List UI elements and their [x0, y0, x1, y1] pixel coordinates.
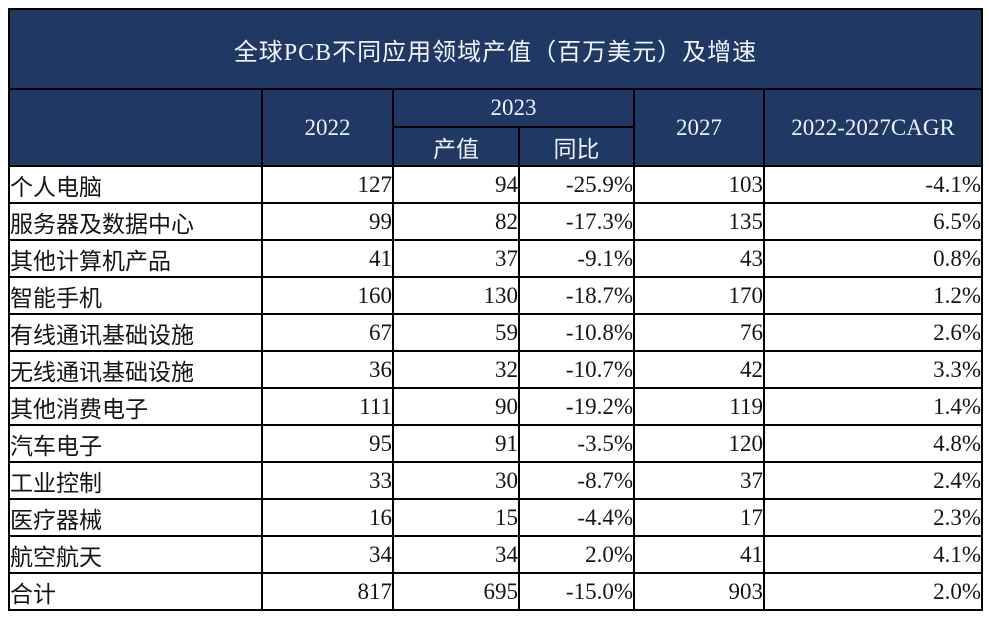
- cell-cagr: 2.4%: [763, 461, 983, 500]
- header-2022: 2022: [261, 88, 394, 167]
- cell-2023-output: 34: [392, 535, 520, 574]
- cell-2022: 67: [261, 313, 394, 352]
- row-label: 航空航天: [8, 535, 263, 574]
- row-label: 其他消费电子: [8, 387, 263, 426]
- table-body: 个人电脑 127 94 -25.9% 103 -4.1% 服务器及数据中心 99…: [8, 165, 983, 611]
- table-row-wired-infra: 有线通讯基础设施 67 59 -10.8% 76 2.6%: [8, 313, 983, 352]
- cell-2023-yoy: -10.7%: [518, 350, 635, 389]
- cell-cagr: 2.3%: [763, 498, 983, 537]
- cell-2023-output: 695: [392, 572, 520, 611]
- cell-2027: 135: [633, 202, 765, 241]
- cell-2023-output: 82: [392, 202, 520, 241]
- header-category: [8, 88, 263, 167]
- cell-cagr: 2.0%: [763, 572, 983, 611]
- cell-2023-yoy: 2.0%: [518, 535, 635, 574]
- cell-2023-yoy: -3.5%: [518, 424, 635, 463]
- cell-2022: 160: [261, 276, 394, 315]
- cell-2027: 42: [633, 350, 765, 389]
- pcb-output-table: 全球PCB不同应用领域产值（百万美元）及增速 2022 2023 2027 20…: [8, 8, 983, 611]
- cell-2023-yoy: -25.9%: [518, 165, 635, 204]
- cell-cagr: 6.5%: [763, 202, 983, 241]
- cell-2023-yoy: -4.4%: [518, 498, 635, 537]
- cell-2027: 37: [633, 461, 765, 500]
- header-2023-yoy: 同比: [518, 126, 635, 167]
- cell-2022: 95: [261, 424, 394, 463]
- cell-2022: 99: [261, 202, 394, 241]
- header-cagr: 2022-2027CAGR: [763, 88, 983, 167]
- cell-2022: 36: [261, 350, 394, 389]
- cell-2027: 903: [633, 572, 765, 611]
- cell-2027: 41: [633, 535, 765, 574]
- cell-2022: 127: [261, 165, 394, 204]
- row-label: 医疗器械: [8, 498, 263, 537]
- cell-2027: 17: [633, 498, 765, 537]
- header-2027: 2027: [633, 88, 765, 167]
- cell-2027: 170: [633, 276, 765, 315]
- row-label: 有线通讯基础设施: [8, 313, 263, 352]
- cell-cagr: -4.1%: [763, 165, 983, 204]
- table-title: 全球PCB不同应用领域产值（百万美元）及增速: [8, 8, 983, 90]
- cell-2023-output: 15: [392, 498, 520, 537]
- cell-2022: 16: [261, 498, 394, 537]
- row-label: 智能手机: [8, 276, 263, 315]
- cell-cagr: 2.6%: [763, 313, 983, 352]
- cell-2022: 41: [261, 239, 394, 278]
- table-row-medical: 医疗器械 16 15 -4.4% 17 2.3%: [8, 498, 983, 537]
- cell-2023-yoy: -15.0%: [518, 572, 635, 611]
- cell-2027: 76: [633, 313, 765, 352]
- cell-cagr: 3.3%: [763, 350, 983, 389]
- row-label: 服务器及数据中心: [8, 202, 263, 241]
- table-row-smartphone: 智能手机 160 130 -18.7% 170 1.2%: [8, 276, 983, 315]
- cell-2023-yoy: -9.1%: [518, 239, 635, 278]
- row-label: 工业控制: [8, 461, 263, 500]
- row-label: 个人电脑: [8, 165, 263, 204]
- table-row-automotive: 汽车电子 95 91 -3.5% 120 4.8%: [8, 424, 983, 463]
- cell-2022: 111: [261, 387, 394, 426]
- cell-cagr: 1.4%: [763, 387, 983, 426]
- cell-2022: 817: [261, 572, 394, 611]
- cell-cagr: 1.2%: [763, 276, 983, 315]
- table-row-industrial: 工业控制 33 30 -8.7% 37 2.4%: [8, 461, 983, 500]
- cell-2022: 33: [261, 461, 394, 500]
- table-row-aerospace: 航空航天 34 34 2.0% 41 4.1%: [8, 535, 983, 574]
- cell-2023-output: 30: [392, 461, 520, 500]
- row-label: 其他计算机产品: [8, 239, 263, 278]
- cell-2023-output: 90: [392, 387, 520, 426]
- row-label: 无线通讯基础设施: [8, 350, 263, 389]
- table-row-pc: 个人电脑 127 94 -25.9% 103 -4.1%: [8, 165, 983, 204]
- cell-2023-output: 94: [392, 165, 520, 204]
- cell-2023-yoy: -17.3%: [518, 202, 635, 241]
- cell-cagr: 0.8%: [763, 239, 983, 278]
- row-label: 合计: [8, 572, 263, 611]
- cell-cagr: 4.8%: [763, 424, 983, 463]
- table-row-other-consumer: 其他消费电子 111 90 -19.2% 119 1.4%: [8, 387, 983, 426]
- title-row: 全球PCB不同应用领域产值（百万美元）及增速: [8, 8, 983, 90]
- cell-2027: 103: [633, 165, 765, 204]
- cell-2023-yoy: -18.7%: [518, 276, 635, 315]
- cell-cagr: 4.1%: [763, 535, 983, 574]
- cell-2023-yoy: -8.7%: [518, 461, 635, 500]
- cell-2027: 119: [633, 387, 765, 426]
- row-label: 汽车电子: [8, 424, 263, 463]
- table-row-total: 合计 817 695 -15.0% 903 2.0%: [8, 572, 983, 611]
- cell-2023-output: 91: [392, 424, 520, 463]
- table-header: 全球PCB不同应用领域产值（百万美元）及增速 2022 2023 2027 20…: [8, 8, 983, 167]
- cell-2023-yoy: -19.2%: [518, 387, 635, 426]
- cell-2023-output: 130: [392, 276, 520, 315]
- header-2023-output: 产值: [392, 126, 520, 167]
- header-row-2: 产值 同比: [9, 126, 982, 167]
- cell-2027: 43: [633, 239, 765, 278]
- cell-2023-yoy: -10.8%: [518, 313, 635, 352]
- table-row-other-computer: 其他计算机产品 41 37 -9.1% 43 0.8%: [8, 239, 983, 278]
- cell-2022: 34: [261, 535, 394, 574]
- table-row-wireless-infra: 无线通讯基础设施 36 32 -10.7% 42 3.3%: [8, 350, 983, 389]
- header-2023: 2023: [392, 88, 635, 128]
- table-row-server-datacenter: 服务器及数据中心 99 82 -17.3% 135 6.5%: [8, 202, 983, 241]
- cell-2023-output: 59: [392, 313, 520, 352]
- cell-2027: 120: [633, 424, 765, 463]
- header-row-1: 2022 2023 2027 2022-2027CAGR: [8, 88, 983, 167]
- cell-2023-output: 32: [392, 350, 520, 389]
- cell-2023-output: 37: [392, 239, 520, 278]
